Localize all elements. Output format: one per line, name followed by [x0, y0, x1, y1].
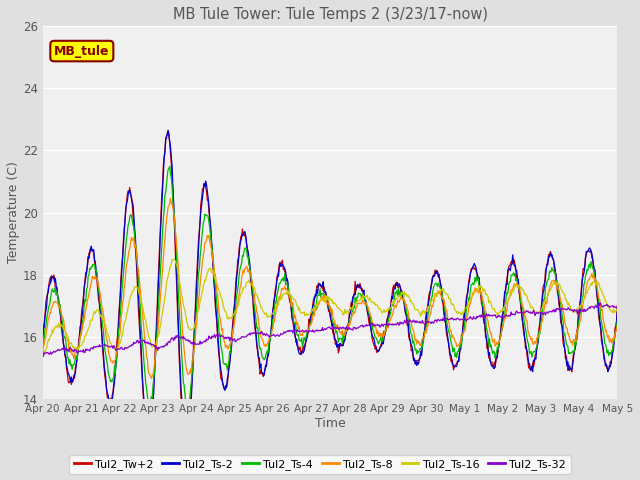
Tul2_Ts-32	[596, 300, 604, 306]
Tul2_Ts-2	[108, 399, 116, 405]
Tul2_Ts-8	[168, 202, 176, 207]
Tul2_Ts-4	[402, 303, 410, 309]
Tul2_Ts-16	[401, 288, 408, 294]
Line: Tul2_Ts-16: Tul2_Ts-16	[43, 260, 618, 357]
Tul2_Ts-16	[108, 344, 116, 349]
Tul2_Ts-2	[614, 306, 621, 312]
Line: Tul2_Ts-32: Tul2_Ts-32	[43, 303, 618, 356]
Tul2_Ts-2	[182, 443, 189, 449]
Tul2_Ts-2	[39, 339, 47, 345]
Tul2_Ts-16	[198, 291, 205, 297]
Legend: Tul2_Tw+2, Tul2_Ts-2, Tul2_Ts-4, Tul2_Ts-8, Tul2_Ts-16, Tul2_Ts-32: Tul2_Tw+2, Tul2_Ts-2, Tul2_Ts-4, Tul2_Ts…	[69, 455, 571, 474]
Tul2_Ts-8	[198, 257, 206, 263]
Tul2_Ts-2	[419, 345, 426, 350]
Tul2_Ts-4	[39, 345, 47, 350]
Tul2_Ts-16	[39, 354, 47, 360]
Tul2_Ts-32	[418, 320, 426, 325]
Line: Tul2_Ts-4: Tul2_Ts-4	[43, 167, 618, 406]
Tul2_Ts-32	[40, 353, 47, 359]
Tul2_Ts-8	[108, 358, 116, 364]
Tul2_Tw+2	[402, 310, 410, 316]
Tul2_Ts-32	[39, 348, 47, 354]
Tul2_Ts-8	[39, 348, 47, 354]
Tul2_Ts-4	[198, 228, 206, 233]
Tul2_Ts-32	[50, 348, 58, 354]
Tul2_Ts-16	[49, 330, 57, 336]
Tul2_Ts-16	[614, 304, 621, 310]
Tul2_Tw+2	[108, 393, 116, 398]
Tul2_Tw+2	[419, 340, 426, 346]
Tul2_Ts-4	[166, 164, 173, 169]
Tul2_Tw+2	[39, 335, 47, 340]
Tul2_Ts-4	[168, 175, 175, 181]
Tul2_Ts-32	[198, 339, 205, 345]
Line: Tul2_Ts-8: Tul2_Ts-8	[43, 198, 618, 378]
Line: Tul2_Tw+2: Tul2_Tw+2	[43, 131, 618, 446]
Tul2_Ts-32	[401, 317, 408, 323]
Tul2_Ts-16	[166, 264, 174, 269]
Tul2_Tw+2	[49, 274, 57, 279]
Tul2_Ts-4	[184, 403, 191, 408]
Tul2_Ts-2	[198, 194, 206, 200]
Tul2_Ts-2	[164, 128, 172, 133]
Title: MB Tule Tower: Tule Temps 2 (3/23/17-now): MB Tule Tower: Tule Temps 2 (3/23/17-now…	[173, 7, 488, 22]
Tul2_Ts-4	[108, 379, 116, 384]
Tul2_Ts-8	[166, 195, 174, 201]
Tul2_Tw+2	[614, 302, 621, 308]
Tul2_Ts-8	[147, 375, 155, 381]
Tul2_Ts-8	[614, 322, 621, 327]
Tul2_Ts-2	[402, 311, 410, 316]
Line: Tul2_Ts-2: Tul2_Ts-2	[43, 131, 618, 446]
Tul2_Ts-4	[614, 317, 621, 323]
Tul2_Tw+2	[182, 443, 189, 449]
Tul2_Ts-16	[168, 257, 176, 263]
Tul2_Ts-8	[402, 304, 410, 310]
Tul2_Ts-8	[49, 301, 57, 307]
Tul2_Ts-32	[614, 303, 621, 309]
X-axis label: Time: Time	[315, 417, 346, 430]
Tul2_Ts-32	[109, 346, 116, 351]
Tul2_Ts-2	[168, 155, 175, 160]
Tul2_Tw+2	[168, 161, 175, 167]
Y-axis label: Temperature (C): Temperature (C)	[7, 162, 20, 264]
Tul2_Ts-4	[419, 343, 426, 349]
Tul2_Ts-4	[49, 288, 57, 293]
Tul2_Ts-16	[418, 309, 426, 314]
Tul2_Tw+2	[198, 186, 206, 192]
Tul2_Ts-32	[168, 336, 175, 341]
Tul2_Ts-2	[49, 275, 57, 281]
Text: MB_tule: MB_tule	[54, 45, 109, 58]
Tul2_Tw+2	[164, 128, 172, 133]
Tul2_Ts-8	[419, 336, 426, 341]
